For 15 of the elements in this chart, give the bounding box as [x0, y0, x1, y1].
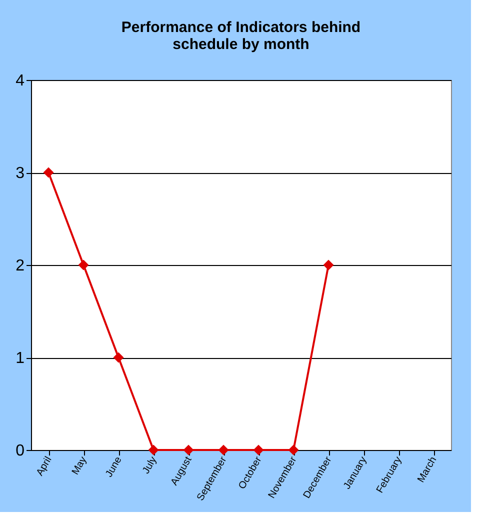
- y-tick-label: 2: [16, 258, 25, 274]
- y-tick-label: 1: [16, 350, 25, 367]
- point: [323, 260, 334, 270]
- chart-title: Performance of Indicators behind schedule by month: [121, 19, 361, 53]
- point: [288, 444, 299, 456]
- y-tick-label: 0: [16, 442, 25, 460]
- point: [253, 444, 264, 456]
- point: [148, 444, 159, 456]
- point: [43, 167, 54, 178]
- y-tick-label: 3: [16, 165, 25, 182]
- point: [78, 260, 89, 270]
- point: [183, 444, 194, 456]
- point: [218, 444, 229, 456]
- y-tick-label: 4: [16, 72, 25, 90]
- point: [113, 352, 124, 363]
